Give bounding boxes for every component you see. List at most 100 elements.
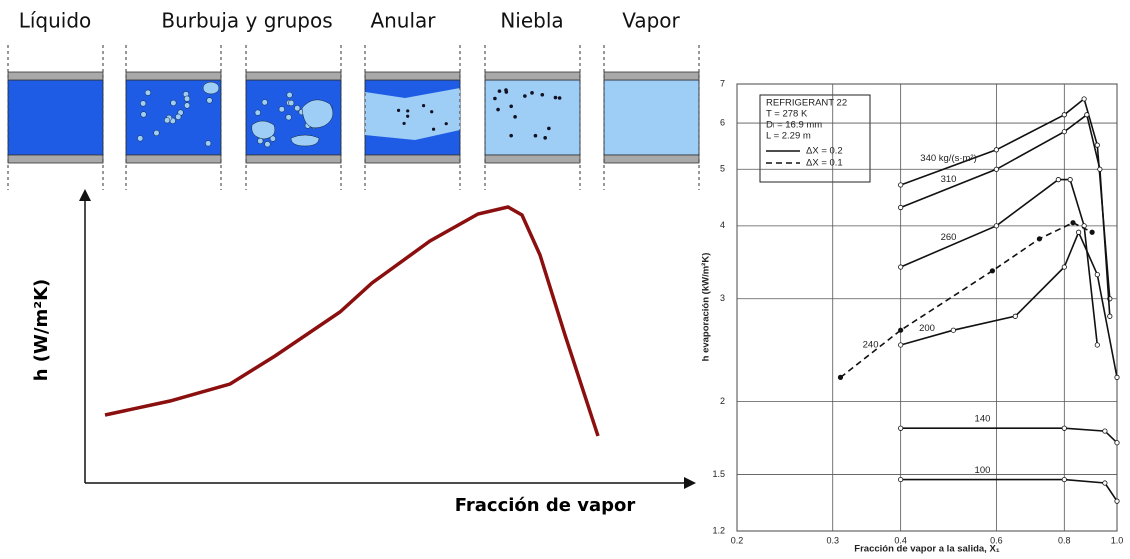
slug <box>291 135 319 146</box>
y-tick-label: 4 <box>720 220 725 230</box>
pipe-wall <box>365 72 460 80</box>
data-point <box>1071 220 1075 224</box>
schematic-curve <box>105 207 598 436</box>
droplet <box>530 91 534 95</box>
droplet <box>402 122 405 125</box>
x-tick-label: 1.0 <box>1111 535 1124 545</box>
pipe-wall <box>604 72 699 80</box>
data-point <box>1037 237 1041 241</box>
bubble <box>279 106 285 112</box>
series-label: 140 <box>975 414 991 425</box>
data-point <box>994 167 998 171</box>
droplet <box>397 109 400 112</box>
droplet <box>543 136 547 140</box>
pipe-wall <box>485 155 580 163</box>
droplet <box>496 108 500 112</box>
legend-annotation: Dₗ = 16.9 mm <box>766 120 822 131</box>
bubble <box>207 98 213 104</box>
regime-label: Burbuja y grupos <box>161 9 332 33</box>
bubble <box>141 112 147 118</box>
data-point <box>838 375 842 379</box>
data-point <box>1090 230 1094 234</box>
data-point <box>1062 265 1066 269</box>
droplet <box>430 110 433 113</box>
droplet <box>509 134 513 138</box>
data-point <box>951 328 955 332</box>
regime-label: Vapor <box>622 9 680 33</box>
pipe-wall <box>126 155 221 163</box>
bubble <box>205 141 211 147</box>
bubble <box>257 138 263 144</box>
x-tick-label: 0.6 <box>990 535 1003 545</box>
figure: h (W/m²K) Fracción de vapor h evaporació… <box>0 0 1130 559</box>
pipe-wall <box>8 72 103 80</box>
legend-annotation: L = 2.29 m <box>766 131 811 142</box>
series-line <box>901 428 1117 443</box>
y-tick-label: 1.5 <box>712 469 725 479</box>
bubble <box>262 100 268 106</box>
data-point <box>1115 441 1119 445</box>
data-point <box>1103 429 1107 433</box>
legend-annotation: REFRIGERANT 22 <box>766 98 847 109</box>
pipe-wall <box>126 72 221 80</box>
droplet <box>406 109 409 112</box>
data-point <box>1095 143 1099 147</box>
droplet <box>432 128 435 131</box>
droplet <box>493 97 497 101</box>
bubble <box>137 136 143 142</box>
y-axis-label: h evaporación (kW/m²K) <box>701 253 712 362</box>
y-tick-label: 7 <box>720 78 725 88</box>
data-point <box>1098 167 1102 171</box>
data-point <box>1095 343 1099 347</box>
bubble <box>164 117 170 123</box>
legend-annotation: T = 278 K <box>766 109 808 120</box>
regime-label: Líquido <box>19 9 92 33</box>
data-point <box>1115 499 1119 503</box>
series-label: 100 <box>975 465 991 476</box>
droplet <box>558 96 562 100</box>
data-point <box>898 343 902 347</box>
data-point <box>1108 314 1112 318</box>
bubble <box>286 114 292 120</box>
bubble <box>288 100 294 106</box>
droplet <box>540 93 544 97</box>
data-point <box>1082 97 1086 101</box>
series-line <box>841 223 1093 378</box>
bubble <box>255 110 261 116</box>
data-point <box>1115 375 1119 379</box>
bubble <box>154 130 160 136</box>
data-point <box>1068 177 1072 181</box>
pipe-wall <box>485 72 580 80</box>
data-point <box>898 328 902 332</box>
data-point <box>994 224 998 228</box>
droplet <box>504 88 508 92</box>
pipe-wall <box>246 155 341 163</box>
droplet <box>554 96 558 100</box>
data-point <box>1062 129 1066 133</box>
regime-label: Niebla <box>500 9 563 33</box>
bubble <box>140 101 146 107</box>
series-line <box>901 480 1117 502</box>
series-label: 260 <box>941 232 957 243</box>
bubble <box>175 114 181 120</box>
bubble <box>184 96 190 102</box>
data-point <box>1013 314 1017 318</box>
bubble <box>203 82 219 94</box>
legend-label: ΔX = 0.2 <box>806 146 843 157</box>
droplet <box>509 104 513 108</box>
legend-label: ΔX = 0.1 <box>806 158 843 169</box>
y-tick-label: 5 <box>720 164 725 174</box>
data-point <box>1095 272 1099 276</box>
data-point <box>898 183 902 187</box>
data-point <box>898 205 902 209</box>
data-point <box>1062 113 1066 117</box>
pipe-wall <box>246 72 341 80</box>
droplet <box>406 115 409 118</box>
droplet <box>422 104 425 107</box>
schematic-y-label: h (W/m²K) <box>31 279 52 382</box>
x-tick-label: 0.3 <box>826 535 839 545</box>
x-axis-label: Fracción de vapor a la salida, X₁ <box>854 544 1000 555</box>
pipe-fluid <box>604 80 699 155</box>
bubble <box>294 105 300 111</box>
droplet <box>498 89 502 93</box>
